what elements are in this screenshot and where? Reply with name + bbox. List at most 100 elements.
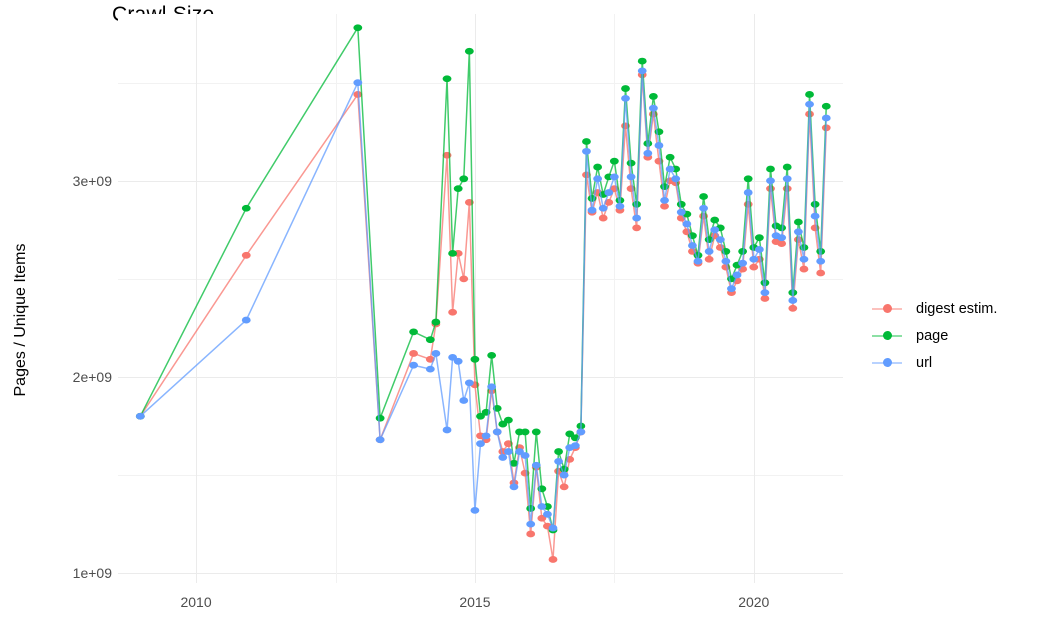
legend-item-page[interactable]: page [872, 322, 1052, 349]
data-point [632, 214, 642, 222]
data-point [660, 197, 669, 204]
data-point [570, 442, 580, 450]
data-point [743, 189, 753, 196]
data-point [704, 248, 714, 255]
x-tick-label: 2010 [180, 594, 212, 610]
data-point [353, 24, 363, 32]
data-point [654, 142, 664, 149]
data-point [782, 163, 792, 171]
data-point [682, 220, 692, 228]
gridline [196, 14, 198, 583]
gridline [474, 14, 476, 583]
data-point [788, 297, 798, 304]
data-point [799, 265, 809, 273]
data-point [464, 379, 474, 387]
data-point [241, 316, 251, 324]
data-point [626, 173, 636, 181]
data-point [749, 255, 759, 263]
data-point [816, 257, 826, 265]
data-point [487, 352, 497, 359]
data-point [448, 249, 458, 257]
data-point [515, 448, 524, 455]
data-point [470, 355, 480, 363]
data-point [565, 430, 575, 438]
data-point [409, 350, 418, 357]
data-point [738, 248, 748, 255]
data-point [816, 269, 826, 277]
data-point [648, 93, 658, 100]
y-tick-label: 2e+09 [72, 368, 112, 385]
data-point [715, 236, 725, 244]
data-point [754, 234, 764, 242]
data-point [503, 416, 513, 424]
gridline [118, 180, 843, 182]
data-point [442, 75, 452, 83]
data-point [548, 556, 558, 563]
gridline [118, 475, 843, 477]
data-point [805, 91, 814, 98]
data-point [554, 457, 563, 465]
data-point [821, 114, 831, 122]
data-point [476, 412, 485, 420]
y-axis-tick-labels: 1e+09 2e+09 3e+09 [40, 14, 112, 583]
series-layer [135, 24, 831, 563]
data-point [704, 255, 714, 263]
gridline [614, 14, 616, 583]
data-point [788, 304, 798, 312]
data-point [782, 175, 792, 183]
data-point [543, 510, 552, 518]
legend-label: digest estim. [916, 300, 998, 317]
data-point [760, 289, 770, 297]
data-point [632, 224, 642, 232]
series-line [139, 70, 828, 529]
legend: digest estim. page url [872, 295, 1052, 376]
data-point [459, 397, 469, 404]
data-point [777, 240, 787, 247]
data-point [464, 47, 474, 55]
data-point [643, 149, 653, 157]
data-point [537, 503, 547, 510]
legend-item-digest-estim[interactable]: digest estim. [872, 295, 1052, 322]
legend-item-url[interactable]: url [872, 349, 1052, 376]
legend-key-url [872, 353, 902, 373]
data-point [470, 507, 480, 514]
gridline [118, 376, 843, 378]
data-point [777, 224, 787, 232]
data-point [693, 257, 703, 265]
data-point [520, 452, 530, 459]
data-point [492, 428, 502, 436]
x-tick-label: 2015 [459, 594, 491, 610]
y-axis-title-label: Pages / Unique Items [12, 243, 29, 397]
data-point [375, 414, 385, 422]
data-point [425, 365, 435, 373]
x-tick-label: 2020 [738, 594, 770, 610]
data-point [554, 448, 563, 455]
y-axis-title: Pages / Unique Items [8, 120, 34, 520]
data-point [593, 175, 603, 183]
data-point [498, 420, 508, 428]
data-point [503, 448, 513, 455]
gridline [753, 14, 755, 583]
data-point [442, 426, 452, 434]
data-point [526, 505, 536, 512]
data-point [777, 234, 787, 242]
data-point [425, 336, 435, 344]
data-point [676, 200, 686, 208]
gridline [335, 14, 337, 583]
data-point [559, 483, 569, 491]
data-point [621, 94, 630, 102]
series-page [135, 24, 831, 534]
data-point [135, 412, 145, 420]
data-point [626, 159, 636, 167]
legend-key-page [872, 326, 902, 346]
data-point [587, 206, 597, 214]
data-point [241, 251, 251, 259]
data-point [409, 361, 418, 369]
series-line [139, 25, 828, 531]
data-point [448, 308, 458, 316]
data-point [760, 295, 770, 302]
data-point [637, 67, 647, 75]
data-point [375, 436, 385, 444]
series-url [135, 67, 831, 532]
data-point [766, 165, 775, 173]
